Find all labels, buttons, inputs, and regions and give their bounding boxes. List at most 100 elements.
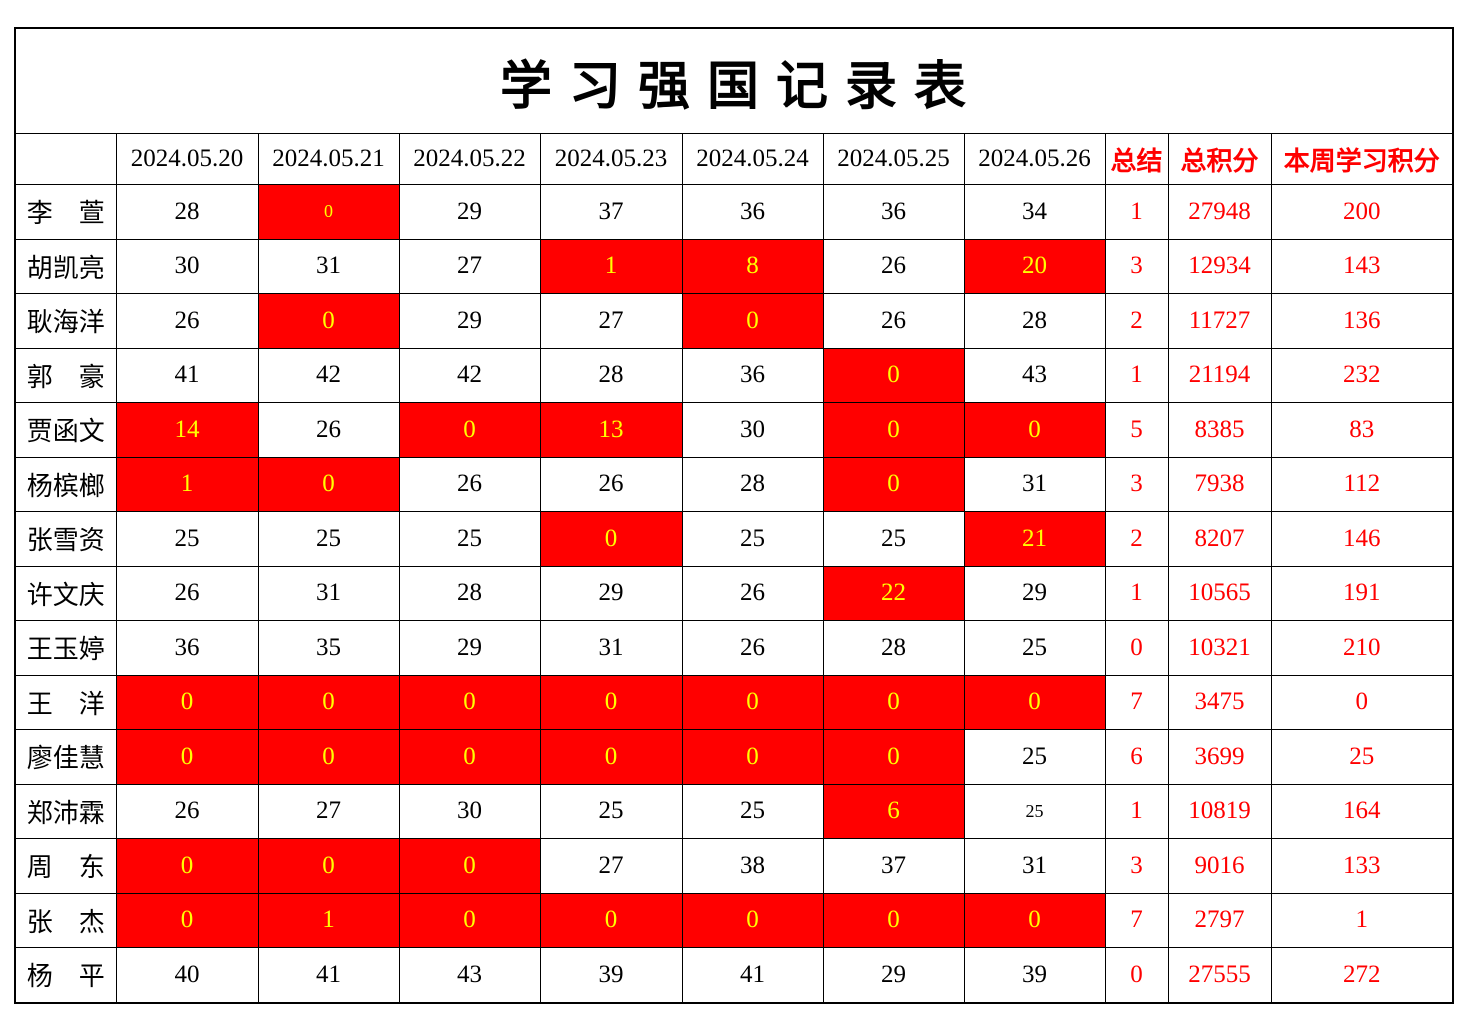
total-points-cell: 27555: [1167, 947, 1272, 1003]
score-cell: 0: [539, 674, 683, 730]
total-points-cell: 12934: [1167, 238, 1272, 294]
score-cell: 30: [398, 783, 541, 839]
student-name-cell: 张 杰: [14, 892, 117, 948]
score-cell: 26: [681, 565, 824, 621]
column-header: 2024.05.24: [681, 133, 824, 185]
score-cell: 0: [257, 293, 400, 349]
score-cell: 0: [257, 838, 400, 894]
week-points-cell: 191: [1270, 565, 1454, 621]
score-cell: 25: [115, 511, 259, 567]
score-cell: 25: [963, 783, 1106, 839]
score-cell: 38: [681, 838, 824, 894]
score-cell: 0: [681, 674, 824, 730]
total-points-cell: 8207: [1167, 511, 1272, 567]
score-cell: 30: [681, 402, 824, 458]
summary-cell: 1: [1104, 347, 1169, 403]
student-name-cell: 张雪资: [14, 511, 117, 567]
score-cell: 6: [822, 783, 965, 839]
week-points-cell: 210: [1270, 620, 1454, 676]
table-row: 郭 豪 41 42 42 28 36 0 43 1 21194 232: [14, 347, 1454, 403]
score-cell: 0: [539, 892, 683, 948]
table-row: 张雪资 25 25 25 0 25 25 21 2 8207 146: [14, 511, 1454, 567]
score-cell: 14: [115, 402, 259, 458]
student-name-cell: 李 萱: [14, 184, 117, 240]
record-table: 学 习 强 国 记 录 表 2024.05.20 2024.05.21 2024.0…: [14, 27, 1455, 1004]
score-cell: 0: [539, 511, 683, 567]
column-header: 2024.05.20: [115, 133, 259, 185]
week-points-cell: 1: [1270, 892, 1454, 948]
week-points-cell: 232: [1270, 347, 1454, 403]
column-header-row: 2024.05.20 2024.05.21 2024.05.22 2024.05.23…: [14, 133, 1454, 185]
total-points-cell: 8385: [1167, 402, 1272, 458]
score-cell: 0: [822, 456, 965, 512]
score-cell: 0: [963, 674, 1106, 730]
total-points-cell: 3475: [1167, 674, 1272, 730]
score-cell: 26: [115, 783, 259, 839]
student-name-cell: 郑沛霖: [14, 783, 117, 839]
score-cell: 26: [115, 565, 259, 621]
table-row: 耿海洋 26 0 29 27 0 26 28 2 11727 136: [14, 293, 1454, 349]
score-cell: 0: [822, 347, 965, 403]
week-points-cell: 133: [1270, 838, 1454, 894]
score-cell: 28: [115, 184, 259, 240]
score-cell: 37: [539, 184, 683, 240]
summary-cell: 2: [1104, 293, 1169, 349]
student-name-cell: 胡凯亮: [14, 238, 117, 294]
score-cell: 0: [257, 674, 400, 730]
column-header: 2024.05.23: [539, 133, 683, 185]
week-points-cell: 112: [1270, 456, 1454, 512]
total-points-cell: 27948: [1167, 184, 1272, 240]
score-cell: 0: [398, 892, 541, 948]
total-points-cell: 10565: [1167, 565, 1272, 621]
score-cell: 27: [398, 238, 541, 294]
score-cell: 1: [115, 456, 259, 512]
score-cell: 26: [115, 293, 259, 349]
score-cell: 22: [822, 565, 965, 621]
score-cell: 26: [681, 620, 824, 676]
score-cell: 26: [539, 456, 683, 512]
total-points-cell: 21194: [1167, 347, 1272, 403]
score-cell: 29: [398, 184, 541, 240]
score-cell: 0: [963, 402, 1106, 458]
score-cell: 42: [398, 347, 541, 403]
score-cell: 25: [822, 511, 965, 567]
score-cell: 0: [398, 674, 541, 730]
summary-cell: 0: [1104, 947, 1169, 1003]
score-cell: 21: [963, 511, 1106, 567]
score-cell: 31: [539, 620, 683, 676]
score-cell: 0: [257, 184, 400, 240]
score-cell: 0: [822, 674, 965, 730]
total-points-cell: 9016: [1167, 838, 1272, 894]
total-points-cell: 3699: [1167, 729, 1272, 785]
score-cell: 25: [257, 511, 400, 567]
score-cell: 36: [822, 184, 965, 240]
score-cell: 26: [822, 293, 965, 349]
score-cell: 27: [539, 838, 683, 894]
score-cell: 31: [257, 565, 400, 621]
score-cell: 25: [398, 511, 541, 567]
total-points-cell: 10819: [1167, 783, 1272, 839]
page-title: 学 习 强 国 记 录 表: [14, 27, 1454, 134]
score-cell: 25: [681, 783, 824, 839]
student-name-cell: 贾函文: [14, 402, 117, 458]
week-points-cell: 83: [1270, 402, 1454, 458]
score-cell: 36: [115, 620, 259, 676]
table-row: 郑沛霖 26 27 30 25 25 6 25 1 10819 164: [14, 783, 1454, 839]
score-cell: 13: [539, 402, 683, 458]
score-cell: 1: [257, 892, 400, 948]
score-cell: 1: [539, 238, 683, 294]
score-cell: 25: [963, 729, 1106, 785]
score-cell: 0: [681, 293, 824, 349]
score-cell: 0: [115, 674, 259, 730]
table-row: 胡凯亮 30 31 27 1 8 26 20 3 12934 143: [14, 238, 1454, 294]
score-cell: 36: [681, 347, 824, 403]
score-cell: 0: [257, 456, 400, 512]
score-cell: 0: [822, 402, 965, 458]
score-cell: 31: [963, 838, 1106, 894]
score-cell: 37: [822, 838, 965, 894]
week-points-cell: 0: [1270, 674, 1454, 730]
student-name-cell: 郭 豪: [14, 347, 117, 403]
score-cell: 26: [398, 456, 541, 512]
column-header: 2024.05.25: [822, 133, 965, 185]
student-name-cell: 王 洋: [14, 674, 117, 730]
